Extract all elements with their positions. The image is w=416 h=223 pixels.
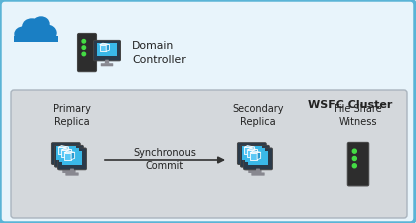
Polygon shape (244, 146, 255, 147)
FancyBboxPatch shape (59, 149, 79, 162)
Polygon shape (255, 169, 261, 173)
FancyBboxPatch shape (56, 146, 76, 160)
FancyBboxPatch shape (62, 170, 76, 173)
FancyBboxPatch shape (244, 148, 272, 170)
Text: WSFC Cluster: WSFC Cluster (307, 100, 392, 110)
FancyBboxPatch shape (238, 143, 266, 165)
FancyBboxPatch shape (245, 149, 265, 162)
FancyBboxPatch shape (62, 151, 82, 165)
Circle shape (352, 164, 357, 168)
Polygon shape (71, 152, 74, 160)
Polygon shape (61, 150, 68, 157)
Polygon shape (249, 163, 255, 168)
Ellipse shape (15, 27, 33, 41)
Ellipse shape (22, 20, 50, 40)
FancyBboxPatch shape (52, 143, 80, 165)
FancyBboxPatch shape (14, 36, 58, 42)
Polygon shape (63, 163, 69, 168)
Text: File Share
Witness: File Share Witness (334, 104, 382, 127)
Polygon shape (65, 147, 69, 155)
Ellipse shape (23, 19, 41, 33)
Text: Domain
Controller: Domain Controller (132, 41, 186, 65)
FancyBboxPatch shape (242, 146, 262, 160)
Circle shape (352, 157, 357, 161)
Polygon shape (244, 147, 251, 155)
FancyBboxPatch shape (77, 33, 97, 72)
Polygon shape (58, 147, 65, 155)
FancyBboxPatch shape (251, 172, 265, 176)
Polygon shape (64, 151, 74, 153)
FancyBboxPatch shape (101, 63, 113, 66)
FancyBboxPatch shape (245, 167, 258, 170)
Polygon shape (61, 148, 72, 150)
Polygon shape (66, 166, 72, 170)
Circle shape (82, 46, 86, 49)
FancyBboxPatch shape (248, 151, 268, 165)
Polygon shape (250, 151, 261, 153)
Ellipse shape (33, 17, 49, 31)
FancyBboxPatch shape (97, 43, 116, 56)
Text: Secondary
Replica: Secondary Replica (232, 104, 284, 127)
Polygon shape (58, 146, 69, 147)
Polygon shape (247, 148, 258, 150)
Circle shape (352, 149, 357, 153)
Polygon shape (106, 45, 109, 51)
FancyBboxPatch shape (248, 170, 262, 173)
Ellipse shape (36, 25, 56, 41)
Polygon shape (251, 147, 255, 155)
Polygon shape (99, 45, 106, 51)
Circle shape (82, 39, 86, 43)
FancyBboxPatch shape (347, 142, 369, 186)
Polygon shape (247, 150, 254, 157)
Circle shape (82, 52, 86, 56)
Polygon shape (64, 153, 71, 160)
Polygon shape (254, 150, 258, 157)
Polygon shape (250, 153, 257, 160)
Text: Synchronous
Commit: Synchronous Commit (134, 148, 196, 171)
Polygon shape (99, 43, 109, 45)
FancyBboxPatch shape (59, 167, 72, 170)
FancyBboxPatch shape (65, 172, 79, 176)
FancyBboxPatch shape (240, 145, 269, 167)
Polygon shape (69, 169, 74, 173)
FancyBboxPatch shape (11, 90, 407, 218)
Text: Primary
Replica: Primary Replica (53, 104, 91, 127)
Polygon shape (252, 166, 258, 170)
FancyBboxPatch shape (94, 40, 121, 61)
FancyBboxPatch shape (57, 148, 87, 170)
Polygon shape (104, 60, 109, 64)
Polygon shape (68, 150, 72, 157)
Polygon shape (257, 152, 261, 160)
FancyBboxPatch shape (54, 145, 83, 167)
